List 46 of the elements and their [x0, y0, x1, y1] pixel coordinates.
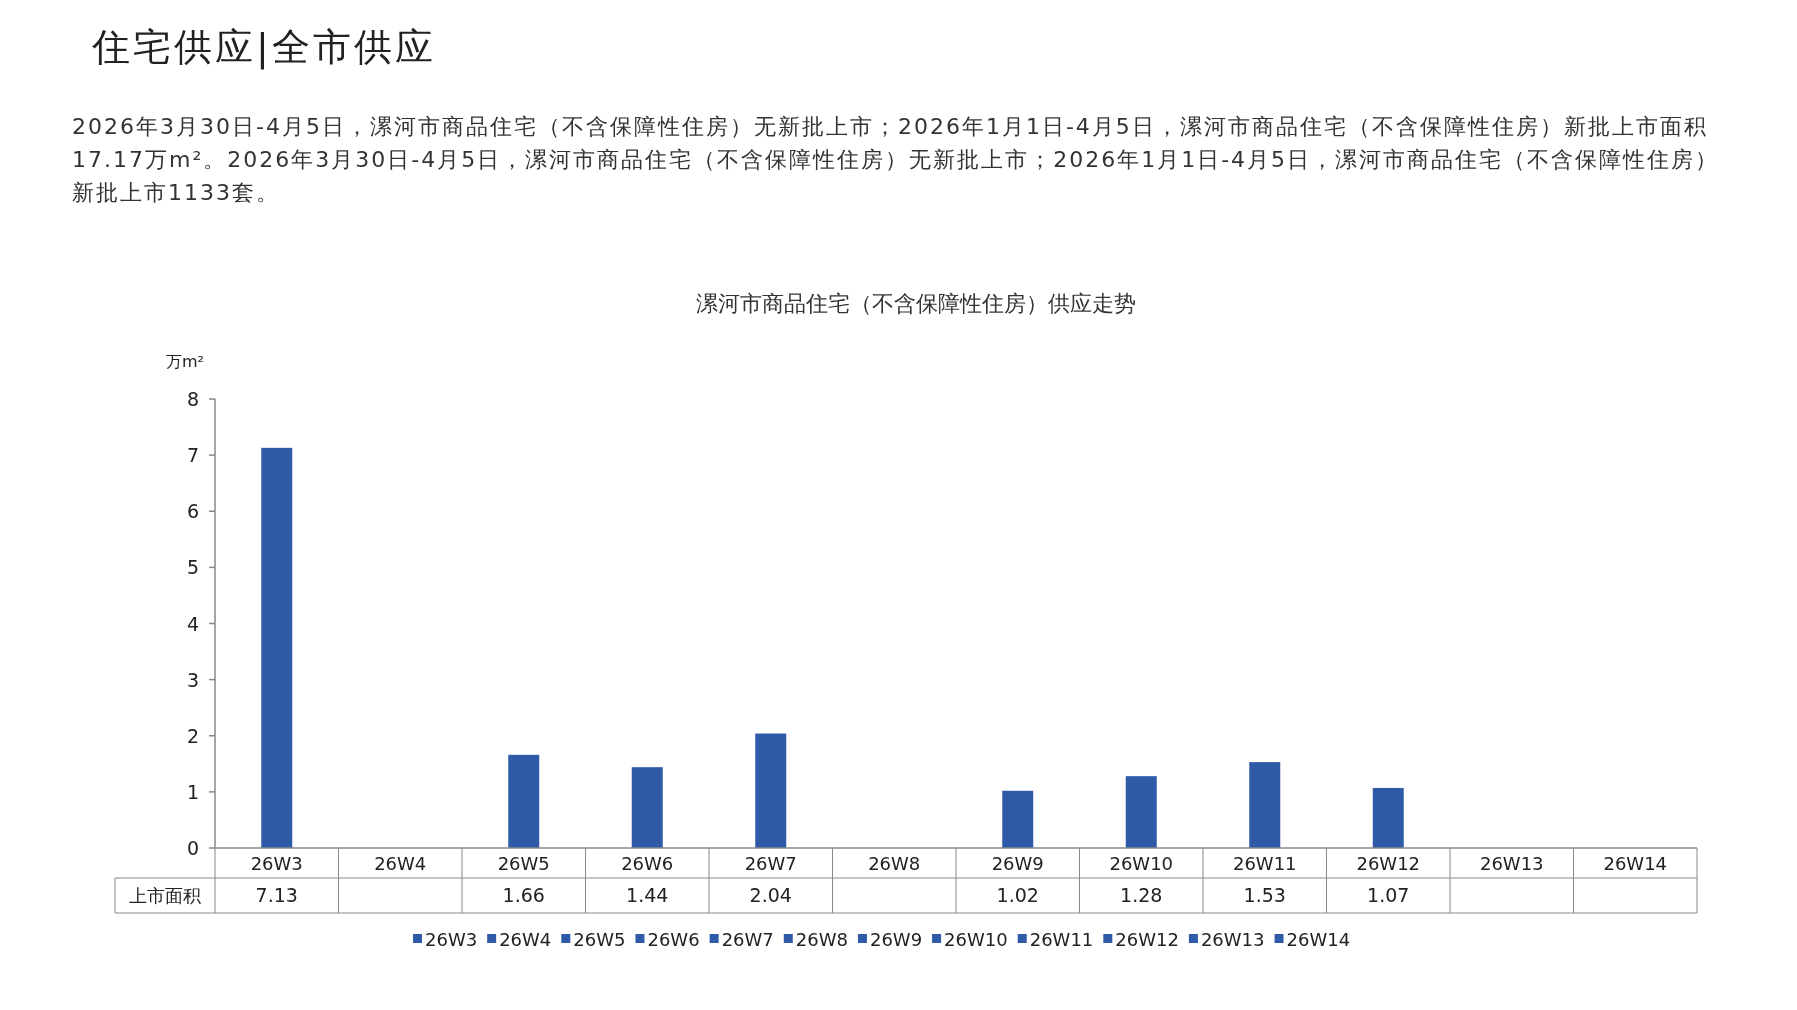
y-tick-label: 0: [186, 837, 200, 859]
category-label: 26W7: [721, 929, 774, 950]
y-tick-label: 8: [186, 388, 200, 410]
x-tick-label: 26W11: [1232, 853, 1297, 874]
x-tick-label: 26W10: [1109, 853, 1174, 874]
category-label: 26W12: [1115, 929, 1179, 950]
category-label: 26W13: [1200, 929, 1265, 950]
x-tick-label: 26W6: [621, 853, 674, 874]
category-label: 26W5: [573, 929, 626, 950]
chart-title: 漯河市商品住宅（不含保障性住房）供应走势: [696, 291, 1136, 316]
x-tick-label: 26W3: [250, 853, 303, 874]
x-tick-label: 26W4: [374, 853, 427, 874]
data-label: 1.53: [1243, 884, 1286, 906]
x-tick-label: 26W8: [868, 853, 921, 874]
category-label: 26W9: [869, 929, 923, 950]
text: 2026年3月30日-4月5日，漯河市商品住宅（不含保障性住房）无新批上市；2026年1月1日-4月5日，漯河市商品住宅（不含保障性住房）新批上市面积17.17万m²。2026年3月30日-4月5日，漯河市商品住宅（不含保障性住房）无新批上市；2026年1月1日-4月5日，漯河市商品住宅（不含保障性住房）新批上市1133套。: [72, 113, 1721, 207]
category-label: 26W4: [499, 929, 552, 950]
x-tick-label: 26W12: [1356, 853, 1421, 874]
data-label: 1.02: [996, 884, 1039, 906]
x-tick-label: 26W9: [991, 853, 1044, 874]
data-label: 1.66: [502, 884, 545, 906]
data-label: 1.44: [626, 884, 669, 906]
category-label: 26W3: [425, 929, 478, 950]
text: 上市面积: [129, 885, 201, 906]
data-label: 2.04: [749, 884, 792, 906]
text: 住宅供应|全市供应: [92, 24, 436, 72]
y-axis-title: 万m²: [166, 352, 204, 371]
y-tick-label: 1: [186, 780, 200, 803]
data-label: 1.07: [1367, 884, 1410, 906]
x-tick-label: 26W7: [744, 853, 797, 874]
y-tick-label: 3: [186, 668, 200, 691]
category-label: 26W14: [1286, 929, 1351, 950]
y-tick-label: 4: [186, 612, 200, 635]
x-tick-label: 26W14: [1603, 853, 1668, 874]
category-label: 26W6: [647, 929, 700, 950]
data-label: 1.28: [1120, 884, 1163, 906]
y-tick-label: 5: [186, 556, 200, 579]
y-tick-label: 7: [186, 444, 200, 467]
category-label: 26W8: [795, 929, 848, 950]
x-tick-label: 26W5: [497, 853, 550, 874]
data-label: 7.13: [255, 884, 298, 906]
y-tick-label: 6: [186, 500, 200, 523]
x-tick-label: 26W13: [1479, 853, 1544, 874]
category-label: 26W10: [944, 929, 1008, 950]
y-tick-label: 2: [186, 724, 200, 747]
category-label: 26W11: [1029, 929, 1094, 950]
